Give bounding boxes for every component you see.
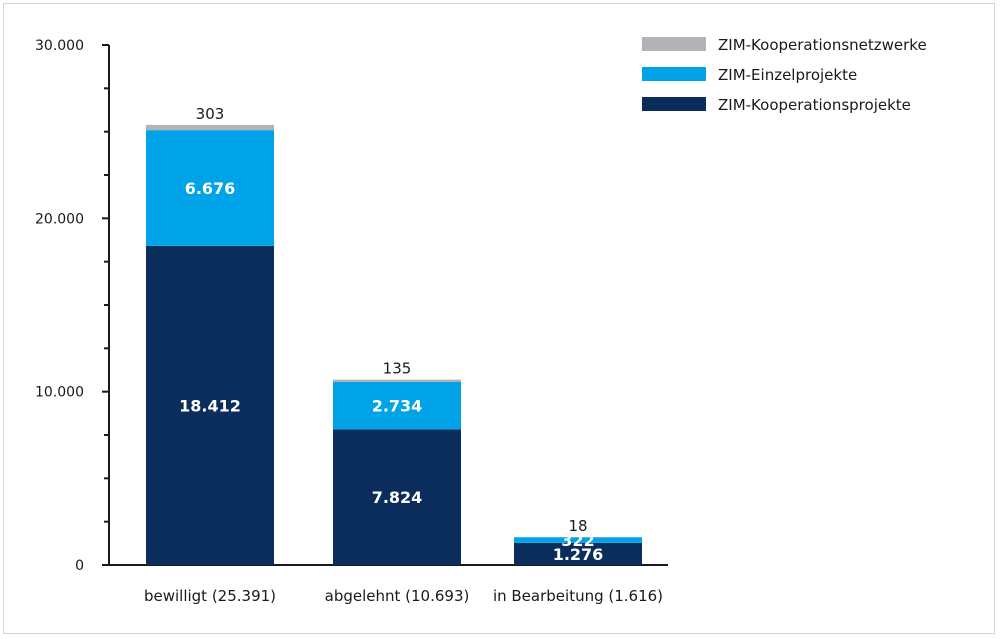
bar-segment-label: 6.676 [185,179,236,198]
bar-segment-label: 18.412 [179,396,241,415]
y-tick-label: 20.000 [35,211,84,227]
bar-top-label: 18 [568,517,587,535]
category-label: bewilligt (25.391) [144,587,276,605]
legend-label: ZIM-Kooperationsprojekte [718,96,911,114]
legend-label: ZIM-Kooperationsnetzwerke [718,36,927,54]
bar-segment [333,381,461,430]
y-tick-label: 10.000 [35,385,84,401]
legend-swatch [642,67,706,81]
bar-segment [333,379,461,382]
bar-segment [146,124,274,131]
bar-segment [514,542,642,565]
legend: ZIM-Kooperationsnetzwerke ZIM-Einzelproje… [642,36,927,114]
legend-item: ZIM-Einzelprojekte [642,66,857,84]
bar-segment-label: 7.824 [372,488,423,507]
legend-item: ZIM-Kooperationsprojekte [642,96,911,114]
bar-stack: 7.824 2.734 135 [333,360,461,565]
bar-segment [146,130,274,246]
bar-top-label: 135 [383,360,412,378]
bar-segment-label: 1.276 [553,545,604,564]
category-label: in Bearbeitung (1.616) [493,587,663,605]
category-label: abgelehnt (10.693) [325,587,470,605]
bar-top-label: 303 [196,105,225,123]
y-tick-label: 30.000 [35,38,84,54]
legend-label: ZIM-Einzelprojekte [718,66,857,84]
bar-segment-label: 322 [561,531,594,550]
legend-item: ZIM-Kooperationsnetzwerke [642,36,927,54]
legend-swatch [642,37,706,51]
bar-segment [514,537,642,543]
bar-segment-label: 2.734 [372,397,423,416]
bar-segment [146,245,274,565]
bar-segment [333,429,461,565]
bar-stack: 18.412 6.676 303 [146,105,274,565]
legend-swatch [642,97,706,111]
y-tick-label: 0 [75,558,84,574]
category-labels: bewilligt (25.391) abgelehnt (10.693) in B… [144,587,663,605]
